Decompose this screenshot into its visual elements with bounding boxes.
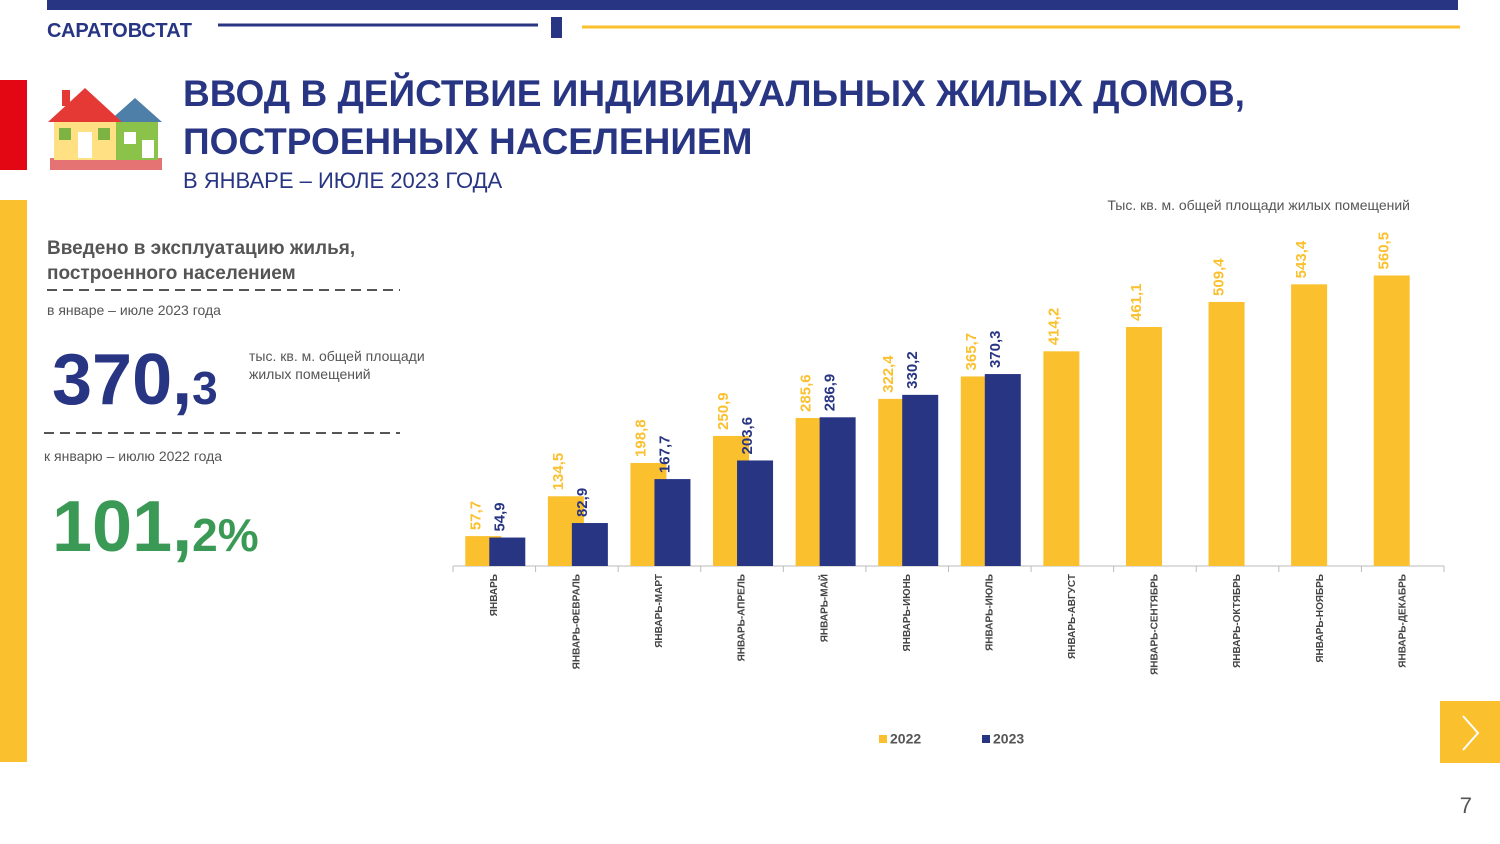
x-tick-label: ЯНВАРЬ-ИЮЛЬ — [984, 574, 995, 651]
value-label: 134,5 — [550, 453, 567, 491]
slide-title: ВВОД В ДЕЙСТВИЕ ИНДИВИДУАЛЬНЫХ ЖИЛЫХ ДОМ… — [183, 72, 1245, 114]
total-frac: 3 — [192, 362, 218, 414]
org-name: САРАТОВСТАТ — [47, 20, 192, 42]
summary-heading: Введено в эксплуатацию жилья, — [47, 238, 355, 259]
accent-yellow — [0, 200, 27, 762]
bar — [1291, 284, 1328, 566]
bar — [984, 374, 1021, 566]
value-label: 461,1 — [1128, 283, 1145, 321]
x-tick-label: ЯНВАРЬ-СЕНТЯБРЬ — [1150, 574, 1161, 675]
value-label: 167,7 — [656, 436, 673, 474]
house-icon — [48, 88, 162, 170]
header-mark — [551, 17, 562, 38]
value-label: 250,9 — [715, 392, 732, 430]
value-label: 560,5 — [1376, 232, 1393, 270]
legend-label: 2023 — [993, 731, 1024, 747]
bar — [819, 417, 856, 566]
summary-unit: жилых помещений — [249, 366, 371, 382]
value-label: 414,2 — [1045, 308, 1062, 346]
summary-ratio: 101,2% — [52, 487, 259, 567]
value-label: 285,6 — [798, 374, 815, 412]
ratio-frac: 2% — [192, 509, 258, 561]
x-tick-label: ЯНВАРЬ-НОЯБРЬ — [1315, 574, 1326, 663]
value-label: 54,9 — [491, 502, 508, 531]
summary-total: 370,3 — [52, 340, 218, 420]
x-tick-label: ЯНВАРЬ-МАРТ — [654, 574, 665, 648]
next-arrow — [1462, 715, 1480, 751]
bar — [1125, 326, 1162, 566]
value-label: 365,7 — [963, 333, 980, 371]
x-tick-label: ЯНВАРЬ-ДЕКАБРЬ — [1397, 574, 1408, 668]
slide-title: ПОСТРОЕННЫХ НАСЕЛЕНИЕМ — [183, 121, 752, 162]
bar — [654, 479, 691, 566]
ratio-int: 101, — [52, 487, 192, 567]
page-number: 7 — [1460, 793, 1472, 818]
x-tick-label: ЯНВАРЬ-АВГУСТ — [1067, 574, 1078, 659]
legend-label: 2022 — [890, 731, 921, 747]
summary-unit: тыс. кв. м. общей площади — [249, 348, 425, 364]
summary-compare: к январю – июлю 2022 года — [44, 448, 222, 464]
value-label: 286,9 — [822, 374, 839, 412]
x-tick-label: ЯНВАРЬ-ОКТЯБРЬ — [1232, 574, 1243, 668]
accent-red — [0, 80, 27, 170]
x-tick-label: ЯНВАРЬ — [489, 574, 500, 616]
value-label: 322,4 — [880, 355, 897, 393]
bar — [1373, 275, 1410, 566]
value-label: 330,2 — [904, 351, 921, 389]
summary-period: в январе – июле 2023 года — [47, 302, 221, 318]
top-bar — [47, 0, 1458, 10]
summary-heading: построенного населением — [47, 263, 296, 284]
legend-swatch — [879, 735, 887, 743]
slide-subtitle: В ЯНВАРЕ – ИЮЛЕ 2023 ГОДА — [183, 168, 503, 193]
next-button[interactable] — [1440, 701, 1500, 763]
bar — [737, 460, 774, 566]
value-label: 57,7 — [467, 501, 484, 530]
value-label: 509,4 — [1211, 258, 1228, 296]
bar — [571, 523, 608, 566]
total-int: 370, — [52, 340, 192, 420]
value-label: 198,8 — [632, 419, 649, 457]
bar — [902, 394, 939, 566]
x-tick-label: ЯНВАРЬ-ИЮНЬ — [902, 574, 913, 651]
legend-swatch — [982, 735, 990, 743]
bar — [1208, 301, 1245, 566]
value-label: 203,6 — [739, 417, 756, 455]
x-tick-label: ЯНВАРЬ-ФЕВРАЛЬ — [572, 574, 583, 669]
value-label: 543,4 — [1293, 240, 1310, 278]
value-label: 370,3 — [987, 331, 1004, 369]
value-label: 82,9 — [574, 488, 591, 517]
bar — [489, 537, 526, 566]
x-tick-label: ЯНВАРЬ-АПРЕЛЬ — [737, 574, 748, 661]
x-tick-label: ЯНВАРЬ-МАЙ — [817, 574, 830, 642]
bar — [1043, 351, 1080, 566]
unit-label: Тыс. кв. м. общей площади жилых помещени… — [1107, 197, 1410, 213]
